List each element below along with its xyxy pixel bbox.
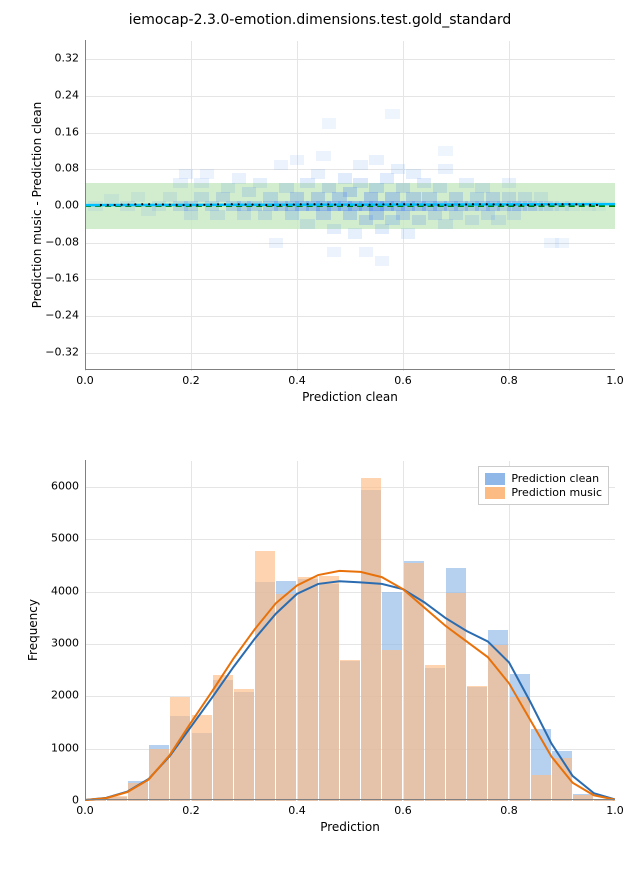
histogram-panel: 0.00.20.40.60.81.0 010002000300040005000… (85, 460, 615, 800)
y-tick-label: 1000 (51, 741, 79, 754)
y-tick-label: 0.24 (55, 89, 80, 102)
legend-item: Prediction music (485, 486, 602, 499)
x-axis-label: Prediction (320, 820, 380, 834)
y-tick-label: 2000 (51, 689, 79, 702)
y-axis-label: Frequency (26, 599, 40, 661)
x-tick-label: 0.0 (76, 374, 94, 387)
y-tick-label: −0.08 (45, 235, 79, 248)
y-tick-label: 0.00 (55, 199, 80, 212)
legend-label: Prediction clean (511, 472, 599, 485)
x-tick-label: 0.6 (394, 374, 412, 387)
gridline (615, 41, 616, 371)
legend-item: Prediction clean (485, 472, 602, 485)
x-tick-label: 0.6 (394, 804, 412, 817)
gridline (615, 461, 616, 801)
y-tick-label: 5000 (51, 532, 79, 545)
x-tick-label: 1.0 (606, 374, 624, 387)
legend-label: Prediction music (511, 486, 602, 499)
legend: Prediction cleanPrediction music (478, 466, 609, 505)
y-tick-label: 0.08 (55, 162, 80, 175)
y-tick-label: −0.24 (45, 309, 79, 322)
x-tick-label: 0.2 (182, 374, 200, 387)
scatter-plot-area (85, 40, 616, 371)
y-tick-label: −0.32 (45, 345, 79, 358)
legend-swatch (485, 473, 505, 485)
y-axis-label: Prediction music - Prediction clean (30, 102, 44, 309)
legend-swatch (485, 487, 505, 499)
y-tick-label: 3000 (51, 637, 79, 650)
y-tick-label: 0 (72, 794, 79, 807)
axis-spine (85, 460, 86, 800)
y-tick-label: 4000 (51, 584, 79, 597)
scatter-panel: 0.00.20.40.60.81.0 −0.32−0.24−0.16−0.080… (85, 40, 615, 370)
axis-spine (85, 40, 86, 370)
y-tick-label: 0.32 (55, 52, 80, 65)
kde-overlay (85, 461, 615, 801)
axis-spine (85, 799, 615, 800)
trend-overlay (85, 41, 615, 371)
axis-spine (85, 369, 615, 370)
y-tick-label: 0.16 (55, 125, 80, 138)
figure: iemocap-2.3.0-emotion.dimensions.test.go… (0, 0, 640, 880)
y-tick-label: −0.16 (45, 272, 79, 285)
x-axis-label: Prediction clean (302, 390, 398, 404)
x-tick-label: 1.0 (606, 804, 624, 817)
x-tick-label: 0.8 (500, 804, 518, 817)
y-tick-label: 6000 (51, 480, 79, 493)
x-tick-label: 0.8 (500, 374, 518, 387)
x-tick-label: 0.4 (288, 804, 306, 817)
figure-title: iemocap-2.3.0-emotion.dimensions.test.go… (0, 12, 640, 28)
x-tick-label: 0.2 (182, 804, 200, 817)
histogram-plot-area (85, 460, 616, 801)
x-tick-label: 0.4 (288, 374, 306, 387)
